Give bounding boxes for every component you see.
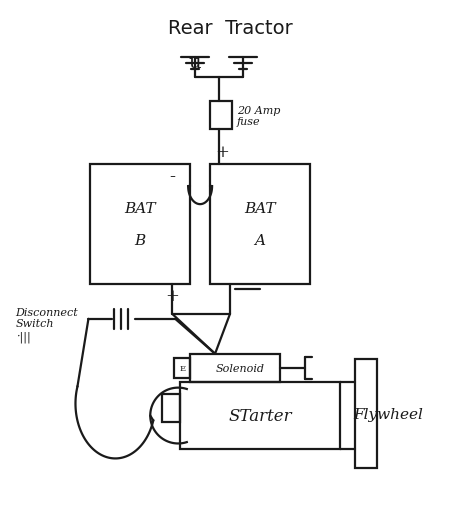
Bar: [174, 358, 190, 378]
Text: Flywheel: Flywheel: [354, 407, 423, 421]
Text: Solenoid: Solenoid: [216, 363, 264, 373]
Text: Rear  Tractor: Rear Tractor: [168, 19, 292, 38]
Bar: [190, 354, 280, 382]
Text: BAT

A: BAT A: [244, 201, 276, 248]
Text: u: u: [189, 54, 201, 71]
Text: +: +: [165, 288, 179, 305]
Text: STarter: STarter: [228, 407, 292, 424]
Bar: [180, 382, 340, 449]
Text: 20 Amp
fuse: 20 Amp fuse: [237, 106, 281, 127]
Text: -: -: [169, 168, 175, 186]
Text: BAT

B: BAT B: [125, 201, 156, 248]
Text: +: +: [215, 144, 229, 161]
Bar: [210, 165, 310, 284]
Bar: [210, 102, 232, 130]
Text: E: E: [179, 364, 185, 372]
Bar: [91, 165, 190, 284]
Bar: [355, 359, 376, 469]
Bar: [162, 394, 180, 422]
Text: Disconnect
Switch
·|||: Disconnect Switch ·|||: [16, 307, 78, 342]
